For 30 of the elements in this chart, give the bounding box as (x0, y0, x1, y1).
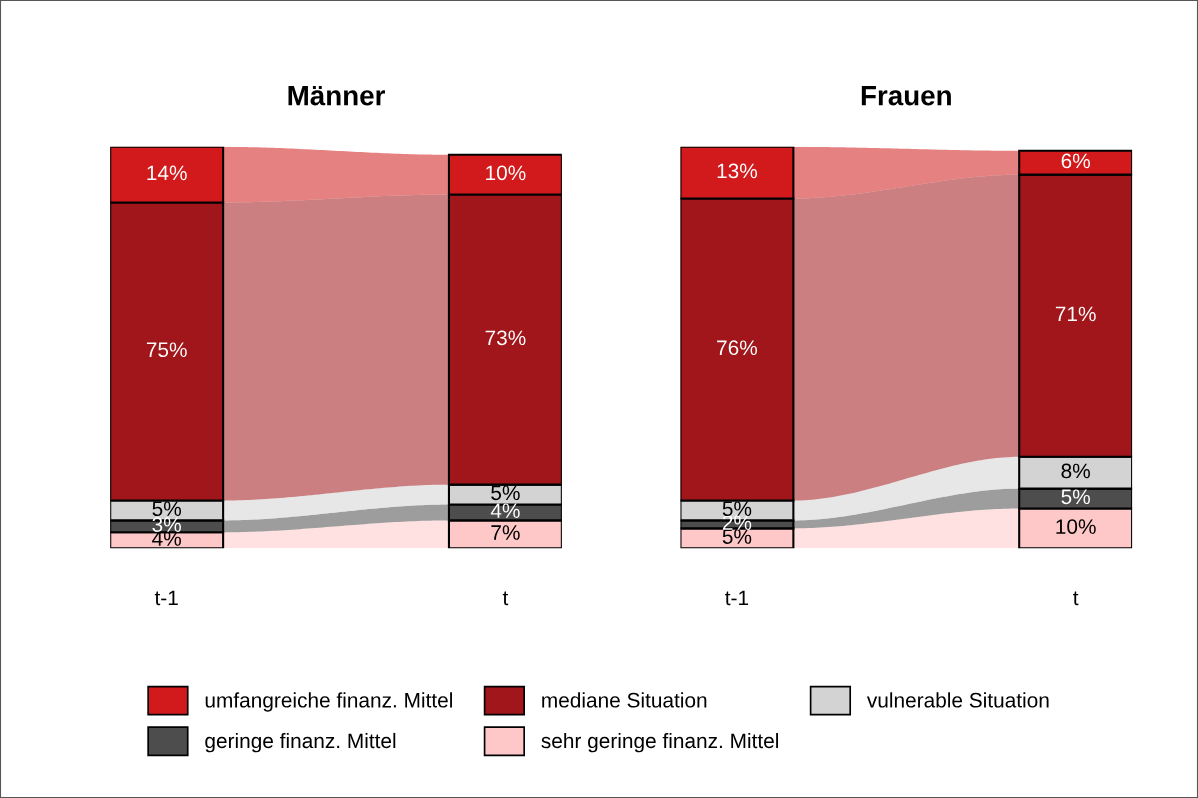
data-label: 5% (491, 485, 520, 501)
data-label: 13% (717, 163, 758, 179)
data-label: 5% (1061, 489, 1090, 505)
x-tick-label: t (502, 591, 509, 606)
data-label: 6% (1061, 153, 1090, 169)
legend-label: sehr geringe finanz. Mittel (541, 732, 778, 753)
data-label: 75% (146, 342, 187, 358)
data-label: 5% (722, 501, 752, 517)
legend-label: geringe finanz. Mittel (205, 732, 396, 753)
data-label: 4% (490, 503, 520, 518)
data-label: 5% (722, 529, 752, 544)
data-label: 73% (485, 330, 526, 346)
chart-title: Männer (288, 85, 386, 106)
legend-label: umfangreiche finanz. Mittel (205, 692, 452, 712)
data-label: 14% (147, 165, 187, 181)
data-label: 5% (152, 501, 181, 517)
data-label: 8% (1061, 463, 1090, 479)
data-label: 3% (152, 517, 181, 532)
data-label: 10% (486, 165, 526, 181)
legend-label: vulnerable Situation (866, 692, 1049, 708)
chart-title: Frauen (861, 86, 951, 106)
data-label: 7% (491, 525, 520, 540)
x-tick-label: t-1 (725, 590, 749, 606)
x-tick-label: t (1073, 591, 1079, 606)
x-tick-label: t-1 (154, 590, 178, 606)
legend-label: mediane Situation (542, 692, 707, 708)
data-label: 2% (722, 515, 752, 530)
data-label: 76% (717, 340, 758, 356)
data-label: 10% (1056, 519, 1096, 534)
data-label: 71% (1055, 306, 1096, 322)
